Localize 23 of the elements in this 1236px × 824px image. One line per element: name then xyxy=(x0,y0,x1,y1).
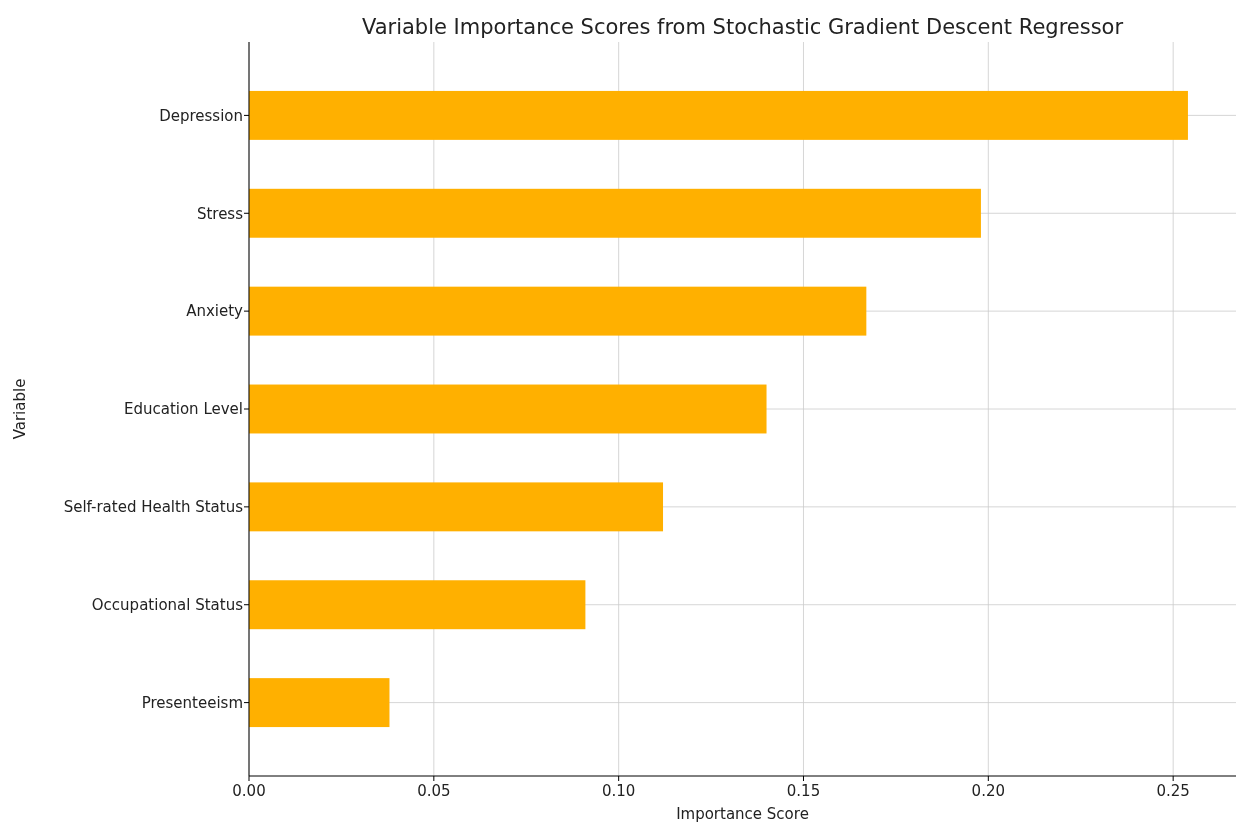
x-tick-label: 0.10 xyxy=(601,782,636,800)
bar xyxy=(249,188,981,238)
x-tick-label: 0.00 xyxy=(232,782,266,800)
bar xyxy=(249,482,664,532)
x-tick-label: 0.20 xyxy=(971,782,1006,800)
bar xyxy=(249,384,767,434)
bar xyxy=(249,678,390,728)
bar xyxy=(249,580,586,630)
bar xyxy=(249,90,1188,140)
bar xyxy=(249,286,867,336)
chart-title: Variable Importance Scores from Stochastic Gradient Descent Regressor xyxy=(361,15,1124,39)
y-tick-label: Presenteeism xyxy=(141,693,243,712)
x-tick-label: 0.25 xyxy=(1156,782,1190,800)
x-tick-label: 0.05 xyxy=(417,782,451,800)
y-tick-label: Stress xyxy=(196,204,244,223)
y-tick-label: Education Level xyxy=(123,400,243,419)
y-tick-label: Occupational Status xyxy=(91,595,244,614)
y-tick-label: Anxiety xyxy=(186,302,244,321)
y-axis-title: Variable xyxy=(11,378,29,440)
y-tick-label: Depression xyxy=(159,106,243,125)
x-tick-label: 0.15 xyxy=(786,782,821,800)
y-tick-label: Self-rated Health Status xyxy=(63,498,244,517)
x-axis-title: Importance Score xyxy=(676,805,809,823)
